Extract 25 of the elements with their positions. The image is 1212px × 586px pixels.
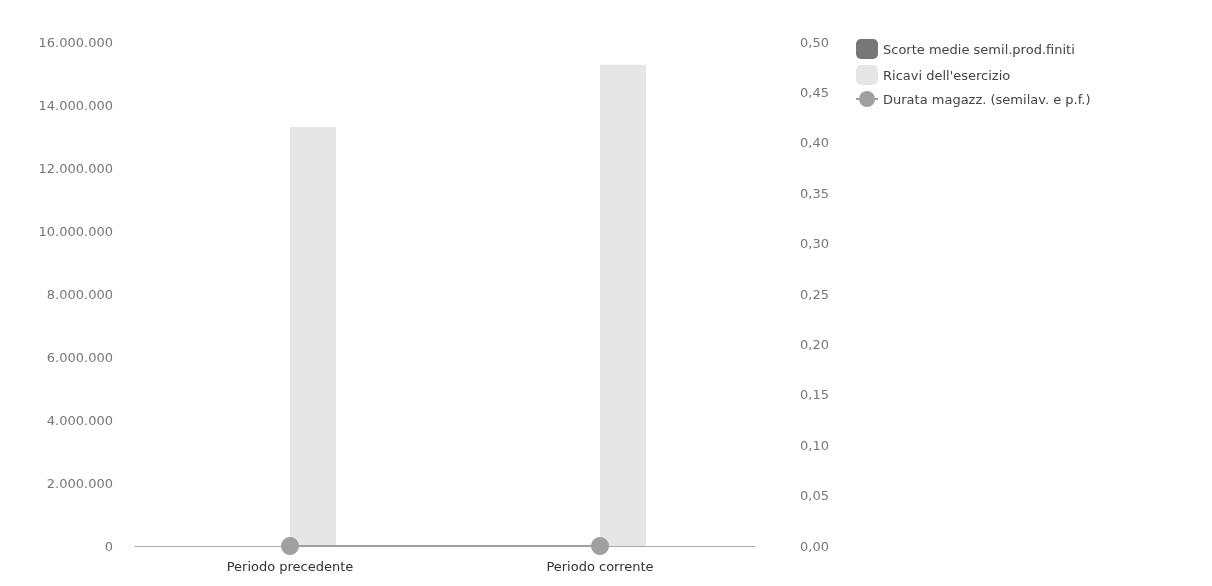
- legend-label: Ricavi dell'esercizio: [883, 67, 1011, 83]
- y2-tick-label: 0,10: [800, 437, 829, 453]
- y2-tick-label: 0,20: [800, 336, 829, 352]
- y-tick-label: 16.000.000: [38, 34, 113, 50]
- y2-tick-label: 0,00: [800, 538, 829, 554]
- y2-tick-label: 0,45: [800, 84, 829, 100]
- y-tick-label: 10.000.000: [38, 223, 113, 239]
- y-tick-label: 2.000.000: [46, 475, 113, 491]
- y-tick-label: 14.000.000: [38, 97, 113, 113]
- y-tick-label: 4.000.000: [46, 412, 113, 428]
- x-tick-label: Periodo corrente: [546, 559, 654, 574]
- y2-tick-label: 0,40: [800, 135, 829, 151]
- y2-tick-label: 0,05: [800, 488, 829, 504]
- y-tick-label: 0: [104, 538, 113, 554]
- legend-label: Scorte medie semil.prod.finiti: [883, 41, 1075, 57]
- y2-tick-label: 0,50: [800, 34, 829, 50]
- y-tick-label: 8.000.000: [46, 286, 113, 302]
- y-tick-label: 6.000.000: [46, 349, 113, 365]
- legend-label: Durata magazz. (semilav. e p.f.): [883, 91, 1091, 107]
- y2-tick-label: 0,35: [800, 185, 829, 201]
- y2-tick-label: 0,30: [800, 236, 829, 252]
- y2-tick-label: 0,15: [800, 387, 829, 403]
- y-tick-label: 12.000.000: [38, 160, 113, 176]
- y2-tick-label: 0,25: [800, 286, 829, 302]
- x-tick-label: Periodo precedente: [226, 559, 354, 574]
